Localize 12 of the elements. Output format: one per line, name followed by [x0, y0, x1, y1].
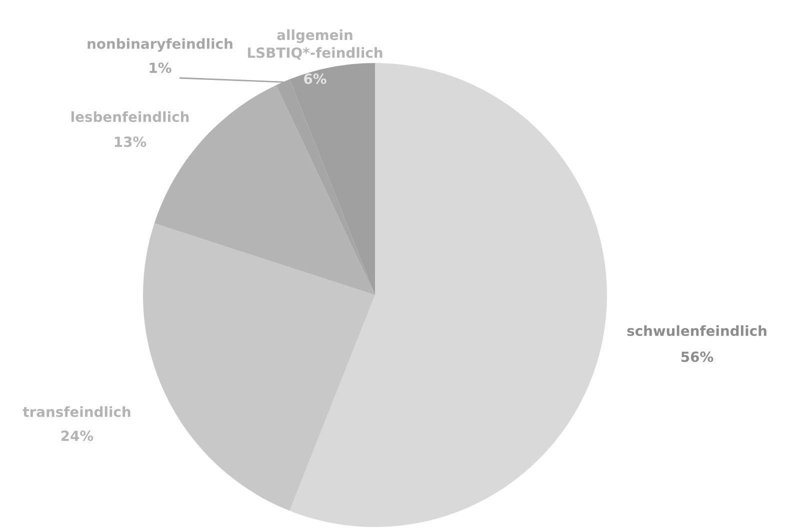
slice-label: schwulenfeindlich: [627, 325, 766, 336]
data-label: 56%: [681, 352, 714, 362]
data-label: 13%: [114, 136, 146, 148]
pie-slice: [290, 63, 607, 527]
slice-label: allgemein LSBTIQ*-feindlich: [248, 29, 382, 60]
slice-label: lesbenfeindlich: [71, 111, 189, 122]
slice-label: transfeindlich: [22, 406, 130, 418]
data-label: 1%: [150, 62, 172, 74]
data-label: 6%: [304, 74, 326, 84]
pie-slice: [143, 223, 375, 511]
slice-label: nonbinaryfeindlich: [88, 38, 232, 52]
data-label: 24%: [61, 430, 94, 442]
